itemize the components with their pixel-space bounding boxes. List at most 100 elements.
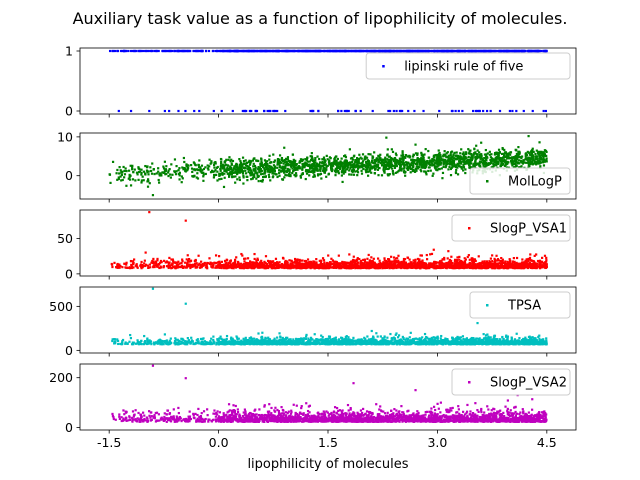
data-point <box>507 155 510 159</box>
data-point <box>273 170 276 173</box>
data-point <box>318 161 322 164</box>
data-point <box>168 168 171 171</box>
data-point <box>522 49 525 53</box>
data-point <box>533 254 536 257</box>
data-point <box>328 163 331 166</box>
data-point <box>379 49 382 53</box>
data-point <box>161 49 164 53</box>
data-point <box>275 173 278 176</box>
data-point <box>129 49 133 53</box>
data-point <box>232 175 235 178</box>
data-point <box>509 153 512 156</box>
data-point <box>170 163 173 166</box>
data-point <box>227 261 230 264</box>
data-point <box>397 162 401 166</box>
data-point <box>231 169 235 172</box>
data-point <box>518 159 521 162</box>
data-point <box>140 171 143 174</box>
data-point <box>358 166 361 169</box>
y-tick-label: 10 <box>57 129 73 144</box>
data-point <box>200 260 203 263</box>
data-point <box>175 170 178 173</box>
data-point <box>244 257 247 260</box>
data-point <box>184 109 187 113</box>
data-point <box>198 159 201 162</box>
data-point <box>444 154 447 157</box>
data-point <box>431 164 434 167</box>
data-point <box>335 160 338 163</box>
data-point <box>299 158 303 161</box>
data-point <box>365 164 368 167</box>
data-point <box>418 162 421 165</box>
data-point <box>125 184 128 187</box>
data-point <box>435 49 438 53</box>
data-point <box>263 167 266 170</box>
data-point <box>313 168 316 171</box>
data-point <box>380 49 384 53</box>
data-point <box>286 158 290 161</box>
data-point <box>170 258 173 261</box>
data-point <box>151 162 154 165</box>
data-point <box>410 264 413 267</box>
data-point <box>346 164 350 167</box>
data-point <box>357 160 360 163</box>
data-point <box>422 161 425 164</box>
data-point <box>266 259 270 263</box>
data-point <box>449 163 452 166</box>
data-point <box>221 173 224 176</box>
data-point <box>248 163 252 166</box>
data-point <box>489 257 492 260</box>
data-point <box>465 162 468 165</box>
data-point <box>390 255 393 258</box>
data-point <box>442 161 445 164</box>
data-point <box>238 169 241 172</box>
data-point <box>257 180 260 183</box>
data-point <box>256 258 260 262</box>
data-point <box>351 49 355 53</box>
data-point <box>177 49 180 53</box>
data-point <box>402 160 405 163</box>
data-point <box>213 170 216 173</box>
data-point <box>527 160 530 163</box>
data-point <box>459 165 462 168</box>
data-point <box>108 173 112 176</box>
data-point <box>495 164 498 167</box>
data-point <box>268 262 272 266</box>
data-point <box>472 258 475 261</box>
data-point <box>236 260 240 264</box>
data-point <box>241 172 245 175</box>
data-point <box>301 163 304 166</box>
data-point <box>445 163 448 166</box>
data-point <box>351 261 355 264</box>
data-point <box>465 151 468 154</box>
data-point <box>162 265 165 268</box>
data-point <box>386 148 389 151</box>
data-point <box>427 149 430 153</box>
data-point <box>539 158 542 161</box>
data-point <box>451 155 454 158</box>
data-point <box>372 260 375 264</box>
data-point <box>453 151 456 154</box>
data-point <box>112 49 115 53</box>
data-point <box>240 168 244 171</box>
data-point <box>511 162 514 165</box>
data-point <box>512 161 515 164</box>
data-point <box>439 159 442 162</box>
data-point <box>312 262 316 265</box>
data-point <box>419 158 422 162</box>
data-point <box>243 257 246 260</box>
data-point <box>209 261 212 264</box>
data-point <box>276 109 279 113</box>
data-point <box>186 259 190 262</box>
data-point <box>426 159 429 163</box>
data-point <box>350 262 354 265</box>
data-point <box>520 157 523 160</box>
data-point <box>418 166 421 169</box>
data-point <box>428 166 431 169</box>
data-point <box>201 169 204 172</box>
data-point <box>437 49 440 53</box>
data-point <box>365 49 368 53</box>
data-point <box>404 49 407 53</box>
data-point <box>219 157 223 161</box>
